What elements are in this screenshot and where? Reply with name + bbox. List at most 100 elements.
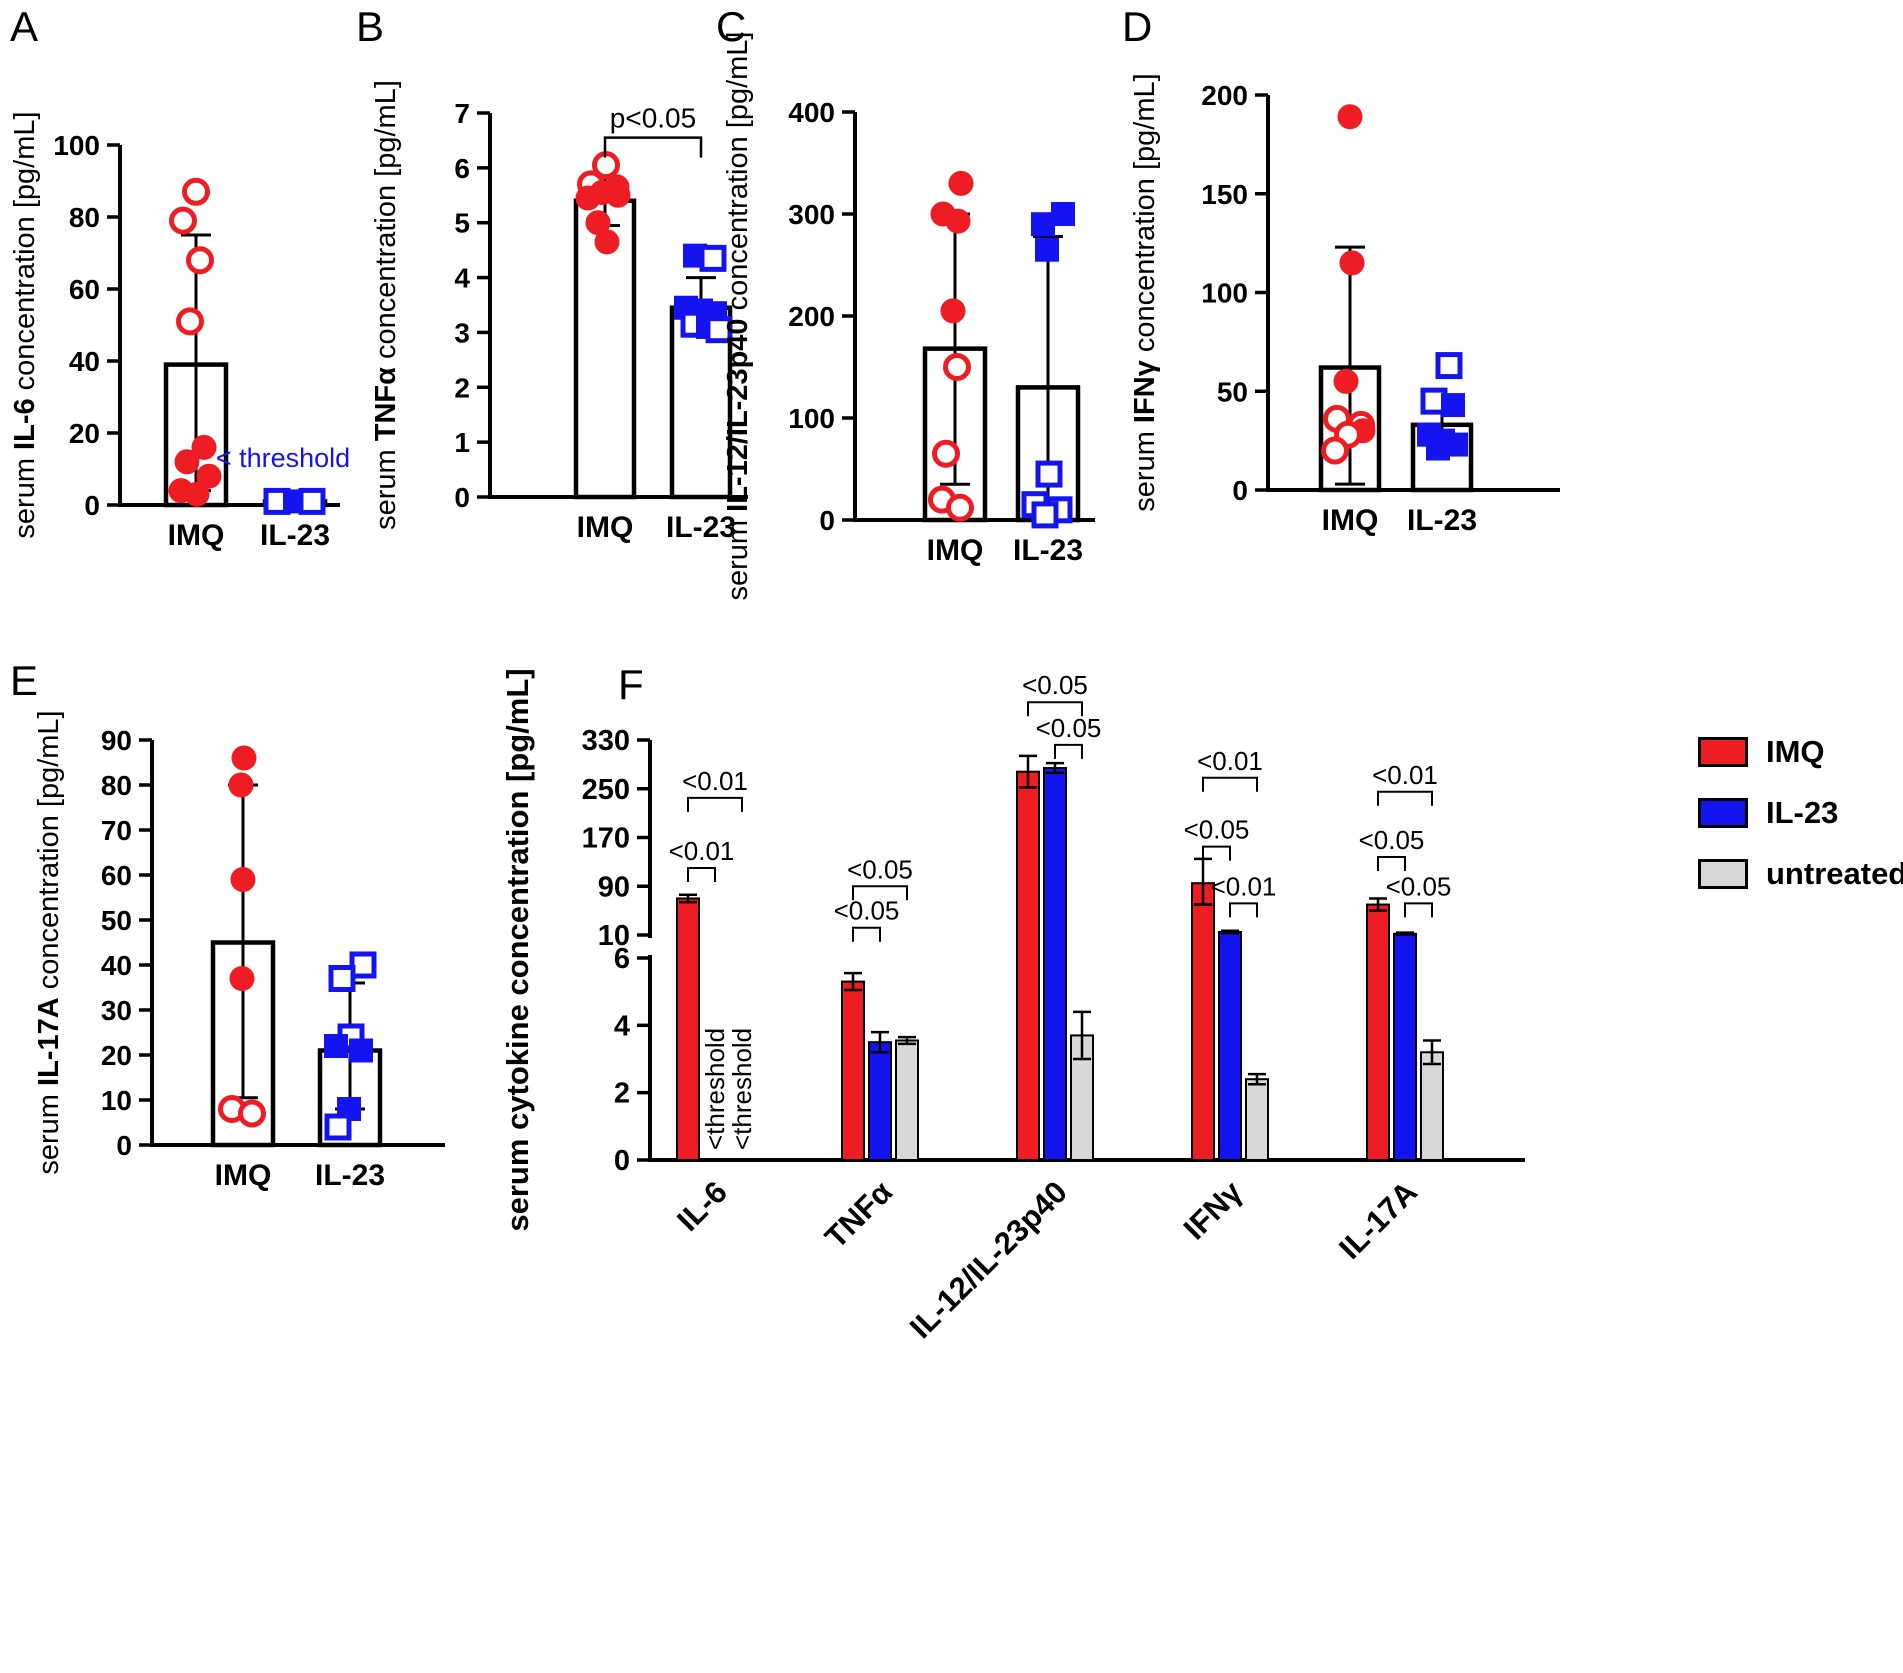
data-point — [186, 246, 214, 275]
group-label: IL-23 — [260, 519, 330, 552]
legend-item-imq: IMQ — [1698, 734, 1903, 770]
data-point — [594, 229, 620, 255]
y-tick-label: 100 — [53, 130, 100, 161]
panel-label-e: E — [10, 657, 39, 704]
group-label: IMQ — [1322, 504, 1379, 537]
bar — [1366, 903, 1390, 1161]
data-point — [1321, 436, 1349, 465]
data-point — [238, 1099, 266, 1128]
data-point — [1339, 250, 1365, 276]
y-tick-label: 4 — [454, 263, 470, 294]
group-label: IL-23 — [1407, 504, 1477, 537]
bar — [1043, 767, 1067, 1161]
sig-bracket — [603, 136, 703, 158]
data-point — [324, 1113, 352, 1141]
y-tick-label: 200 — [1201, 80, 1248, 111]
panel-label-b: B — [356, 3, 385, 50]
sig-bracket — [1404, 902, 1433, 918]
y-tick-label: 60 — [69, 274, 100, 305]
y-axis-title: serum TNFα concentration [pg/mL] — [370, 80, 402, 530]
data-point — [1051, 202, 1075, 226]
data-point — [169, 206, 197, 235]
y-tick-label: 70 — [101, 815, 132, 846]
panel-c: 0 100 200 300 400 serum IL-12/IL-23p40 concen… — [705, 0, 1100, 630]
data-point — [940, 298, 966, 324]
y-tick-label: 250 — [582, 774, 630, 806]
y-tick-label: 1 — [454, 427, 470, 458]
legend-item-il23: IL-23 — [1698, 795, 1903, 831]
data-point — [605, 182, 631, 208]
legend: IMQ IL-23 untreated — [1698, 734, 1903, 892]
group-label: IL-23 — [315, 1159, 385, 1192]
y-tick-label: 20 — [69, 418, 100, 449]
sig-bracket — [1377, 856, 1406, 871]
sig-label: <0.01 — [1197, 746, 1263, 776]
mean-bar — [210, 940, 276, 1148]
y-tick-label: 4 — [614, 1010, 630, 1042]
y-tick-label: 40 — [69, 346, 100, 377]
y-tick-label: 30 — [101, 995, 132, 1026]
bar — [1245, 1078, 1269, 1162]
bar — [841, 980, 865, 1162]
mean-bar — [1318, 365, 1382, 493]
y-tick-label: 60 — [101, 860, 132, 891]
sig-label: <0.01 — [1372, 760, 1438, 790]
y-tick-label: 5 — [454, 208, 470, 239]
y-tick-label: 0 — [1232, 475, 1248, 506]
data-point — [324, 1034, 348, 1058]
data-point — [176, 307, 204, 336]
legend-swatch-untreated — [1698, 859, 1748, 889]
group-label: IMQ — [927, 534, 984, 567]
y-axis-title: serum IL-17A concentration [pg/mL] — [33, 710, 65, 1174]
data-point — [575, 185, 601, 211]
y-tick-label: 0 — [116, 1130, 132, 1161]
data-point — [231, 745, 257, 771]
data-point — [1031, 212, 1055, 237]
data-point — [1031, 501, 1059, 529]
data-point — [182, 177, 210, 206]
data-point — [1441, 393, 1465, 418]
data-point — [349, 1038, 373, 1063]
data-point — [1337, 104, 1363, 130]
y-tick-label: 20 — [101, 1040, 132, 1071]
y-axis-title: serum IFNγ concentration [pg/mL] — [1129, 73, 1161, 511]
sig-label: <0.05 — [1359, 825, 1425, 855]
y-axis-title: serum cytokine concentration [pg/mL] — [500, 668, 535, 1231]
x-category-label: IFNγ — [1177, 1174, 1250, 1247]
y-tick-label: 6 — [614, 943, 630, 975]
y-tick-label: 0 — [454, 482, 470, 513]
y-tick-label: 10 — [598, 920, 630, 952]
sig-bracket — [1202, 776, 1258, 792]
y-tick-label: 6 — [454, 153, 470, 184]
panel-b: 0 1 2 3 4 5 6 7 serum TNFα concentration [pg/mL]… — [345, 0, 755, 600]
data-point — [932, 439, 960, 468]
bar — [895, 1039, 919, 1162]
sig-label: <0.05 — [834, 896, 900, 926]
y-tick-label: 200 — [788, 301, 835, 332]
data-point — [328, 965, 356, 992]
sig-label: <0.05 — [1386, 871, 1452, 901]
y-tick-label: 2 — [614, 1078, 630, 1110]
sig-bracket — [1377, 790, 1433, 806]
group-label: IMQ — [577, 511, 634, 544]
panel-label-d: D — [1122, 3, 1153, 50]
bar — [1191, 882, 1215, 1161]
y-tick-label: 50 — [101, 905, 132, 936]
threshold-note: <threshold — [727, 1028, 757, 1150]
y-tick-label: 0 — [614, 1145, 630, 1177]
data-point — [191, 434, 217, 460]
data-point — [699, 244, 727, 272]
data-point — [1035, 237, 1059, 262]
bar — [1218, 930, 1242, 1161]
bar — [1016, 770, 1040, 1161]
panel-d: 0 50 100 150 200 serum IFNγ concentration [pg… — [1110, 0, 1565, 610]
data-point — [174, 449, 200, 475]
y-tick-label: 300 — [788, 199, 835, 230]
data-point — [1035, 460, 1063, 488]
group-label: IMQ — [215, 1159, 272, 1192]
data-point — [229, 966, 255, 991]
data-point — [228, 772, 254, 798]
x-category-label: IL-12/IL-23p40 — [903, 1174, 1074, 1345]
sig-bracket — [687, 866, 716, 882]
y-tick-label: 330 — [582, 725, 630, 757]
